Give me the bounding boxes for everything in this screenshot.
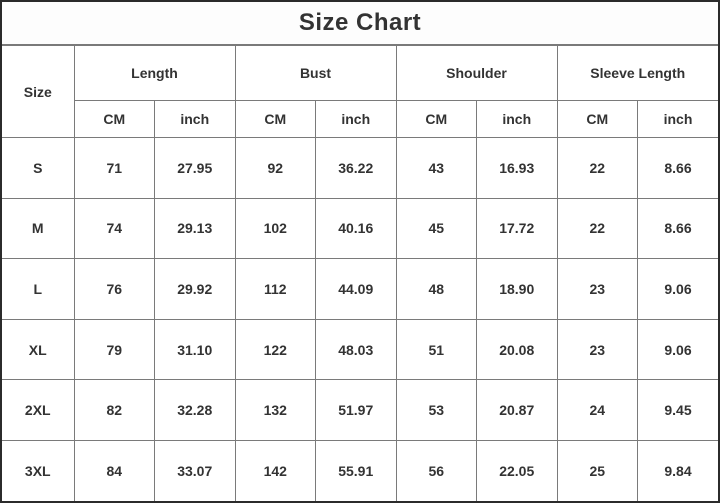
value-cell: 31.10 bbox=[154, 318, 236, 381]
value-cell: 36.22 bbox=[315, 137, 397, 199]
value-cell: 23 bbox=[556, 318, 638, 381]
value-cell: 56 bbox=[395, 439, 477, 501]
value-cell: 24 bbox=[556, 379, 638, 441]
value-cell: 27.95 bbox=[154, 137, 236, 199]
table-row: 3XL 84 33.07 142 55.91 56 22.05 25 9.84 bbox=[2, 439, 718, 501]
column-header-size: Size bbox=[2, 45, 75, 138]
value-cell: 40.16 bbox=[315, 197, 397, 260]
value-cell: 18.90 bbox=[476, 258, 558, 320]
unit-header-cm: CM bbox=[556, 100, 638, 138]
value-cell: 79 bbox=[73, 318, 155, 381]
value-cell: 22 bbox=[556, 137, 638, 199]
table-row: M 74 29.13 102 40.16 45 17.72 22 8.66 bbox=[2, 197, 718, 260]
value-cell: 48 bbox=[395, 258, 477, 320]
value-cell: 9.84 bbox=[637, 439, 718, 501]
chart-title: Size Chart bbox=[2, 2, 718, 45]
value-cell: 45 bbox=[395, 197, 477, 260]
value-cell: 29.13 bbox=[154, 197, 236, 260]
value-cell: 48.03 bbox=[315, 318, 397, 381]
value-cell: 32.28 bbox=[154, 379, 236, 441]
value-cell: 25 bbox=[556, 439, 638, 501]
column-group-bust: Bust bbox=[234, 45, 397, 101]
value-cell: 112 bbox=[234, 258, 316, 320]
value-cell: 92 bbox=[234, 137, 316, 199]
column-group-length: Length bbox=[73, 45, 236, 101]
value-cell: 74 bbox=[73, 197, 155, 260]
value-cell: 9.45 bbox=[637, 379, 718, 441]
value-cell: 142 bbox=[234, 439, 316, 501]
unit-header-row: CM inch CM inch CM inch CM inch bbox=[2, 100, 718, 138]
value-cell: 53 bbox=[395, 379, 477, 441]
value-cell: 71 bbox=[73, 137, 155, 199]
table-row: L 76 29.92 112 44.09 48 18.90 23 9.06 bbox=[2, 258, 718, 320]
size-cell: 2XL bbox=[2, 379, 75, 441]
table-row: S 71 27.95 92 36.22 43 16.93 22 8.66 bbox=[2, 137, 718, 199]
unit-header-inch: inch bbox=[315, 100, 397, 138]
unit-header-inch: inch bbox=[154, 100, 236, 138]
unit-header-inch: inch bbox=[637, 100, 718, 138]
value-cell: 122 bbox=[234, 318, 316, 381]
size-cell: M bbox=[2, 197, 75, 260]
value-cell: 132 bbox=[234, 379, 316, 441]
group-header-row: Size Length Bust Shoulder Sleeve Length bbox=[2, 45, 718, 138]
value-cell: 16.93 bbox=[476, 137, 558, 199]
value-cell: 102 bbox=[234, 197, 316, 260]
table-row: 2XL 82 32.28 132 51.97 53 20.87 24 9.45 bbox=[2, 379, 718, 441]
value-cell: 82 bbox=[73, 379, 155, 441]
value-cell: 8.66 bbox=[637, 137, 718, 199]
column-group-shoulder: Shoulder bbox=[395, 45, 558, 101]
size-cell: L bbox=[2, 258, 75, 320]
value-cell: 33.07 bbox=[154, 439, 236, 501]
value-cell: 29.92 bbox=[154, 258, 236, 320]
unit-header-cm: CM bbox=[234, 100, 316, 138]
value-cell: 8.66 bbox=[637, 197, 718, 260]
unit-header-cm: CM bbox=[74, 100, 155, 138]
size-cell: S bbox=[2, 137, 75, 199]
unit-header-cm: CM bbox=[395, 100, 477, 138]
value-cell: 76 bbox=[73, 258, 155, 320]
value-cell: 51 bbox=[395, 318, 477, 381]
value-cell: 9.06 bbox=[637, 318, 718, 381]
table-body: S 71 27.95 92 36.22 43 16.93 22 8.66 M 74 29.13 102 4… bbox=[2, 137, 718, 501]
value-cell: 20.87 bbox=[476, 379, 558, 441]
value-cell: 44.09 bbox=[315, 258, 397, 320]
value-cell: 22.05 bbox=[476, 439, 558, 501]
column-group-sleeve-length: Sleeve Length bbox=[556, 45, 718, 101]
table-row: XL 79 31.10 122 48.03 51 20.08 23 9.06 bbox=[2, 318, 718, 381]
table-header: Size Length Bust Shoulder Sleeve Length … bbox=[2, 45, 718, 138]
value-cell: 20.08 bbox=[476, 318, 558, 381]
value-cell: 55.91 bbox=[315, 439, 397, 501]
value-cell: 51.97 bbox=[315, 379, 397, 441]
value-cell: 84 bbox=[73, 439, 155, 501]
size-cell: 3XL bbox=[2, 439, 75, 501]
value-cell: 9.06 bbox=[637, 258, 718, 320]
value-cell: 17.72 bbox=[476, 197, 558, 260]
unit-header-inch: inch bbox=[476, 100, 558, 138]
value-cell: 22 bbox=[556, 197, 638, 260]
size-cell: XL bbox=[2, 318, 75, 381]
size-table: Size Length Bust Shoulder Sleeve Length … bbox=[2, 45, 718, 501]
value-cell: 43 bbox=[395, 137, 477, 199]
value-cell: 23 bbox=[556, 258, 638, 320]
